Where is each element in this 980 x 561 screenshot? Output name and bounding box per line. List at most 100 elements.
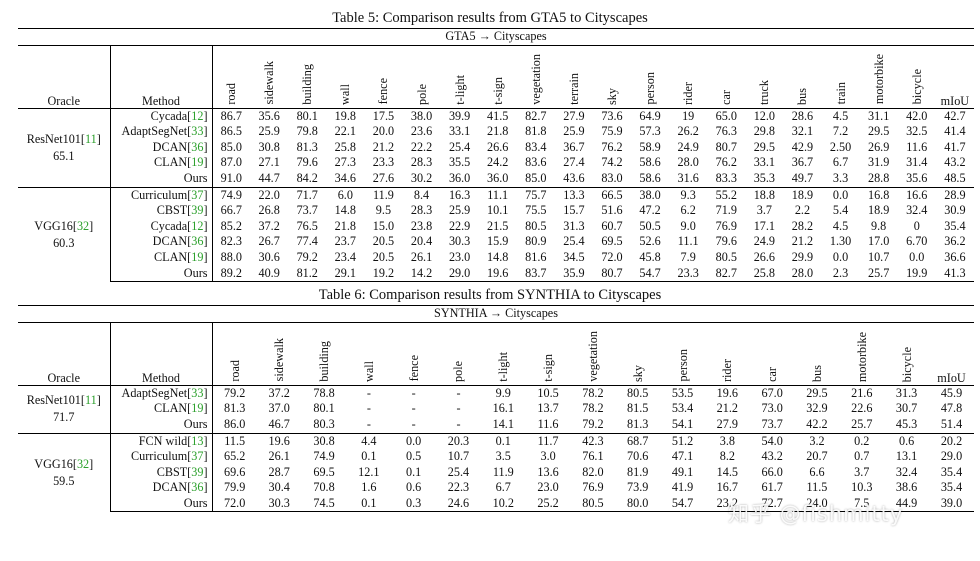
score-cell: 30.8 xyxy=(301,432,347,450)
method-header: Method xyxy=(110,322,213,386)
column-header: bus xyxy=(783,45,822,109)
score-cell: 87.0 xyxy=(220,155,242,170)
column-header-label: train xyxy=(833,82,848,105)
table6-caption: Table 6: Comparison results from SYNTHIA… xyxy=(318,287,662,304)
score-cell: 4.5 xyxy=(832,218,849,233)
score-cell: 81.6 xyxy=(525,249,547,264)
method-cell: Cycada[12] xyxy=(110,107,213,125)
score-cell: 6.7 xyxy=(832,155,849,170)
score-cell: 5.4 xyxy=(832,203,849,218)
score-cell: 37.2 xyxy=(258,218,280,233)
method-bracket: ] xyxy=(203,139,208,154)
column-header-label: pole xyxy=(414,83,429,105)
method-bracket: ] xyxy=(203,108,208,123)
score-cell: 11.6 xyxy=(906,139,928,154)
score-cell: 73.7 xyxy=(296,203,318,218)
column-header-label: fence xyxy=(376,78,391,105)
method-cell: Ours xyxy=(110,416,213,433)
score-cell: 11.1 xyxy=(677,234,699,249)
score-cell: 10.3 xyxy=(851,480,873,495)
column-header: t-sign xyxy=(478,45,517,109)
score-cell: 80.5 xyxy=(525,218,547,233)
score-cell: 28.7 xyxy=(268,464,290,479)
table-row: Ours 91.0 44.7 84.2 34.6 27.6 30.2 36.0 36.0 85.0… xyxy=(18,170,974,188)
oracle-model: ResNet101[ xyxy=(26,131,85,146)
score-cell: 11.5 xyxy=(212,432,257,450)
column-header-label: t-light xyxy=(452,74,467,105)
score-cell: - xyxy=(366,401,371,416)
score-cell: 41.9 xyxy=(671,480,694,495)
score-cell: 83.7 xyxy=(516,265,555,283)
score-cell: 41.4 xyxy=(944,124,966,139)
score-cell: 3.7 xyxy=(854,464,870,479)
score-cell: 27.4 xyxy=(563,155,585,170)
score-cell: 80.1 xyxy=(288,107,327,125)
score-cell: 89.2 xyxy=(212,265,251,283)
score-cell: 42.7 xyxy=(935,107,974,125)
method-cell: AdaptSegNet[33] xyxy=(110,124,213,140)
method-bracket: ] xyxy=(203,234,208,249)
column-header: train xyxy=(821,45,860,109)
column-header: fence xyxy=(364,45,403,109)
score-cell: 66.5 xyxy=(592,186,632,204)
score-cell: 79.2 xyxy=(582,416,604,431)
score-cell: 29.0 xyxy=(440,265,479,283)
method-name: AdaptSegNet[ xyxy=(121,385,192,400)
score-cell: 80.9 xyxy=(525,234,547,249)
oracle-model: VGG16[ xyxy=(34,456,77,471)
score-cell: 0.2 xyxy=(839,432,885,450)
column-header-label: t-sign xyxy=(541,353,556,382)
score-cell: 78.2 xyxy=(570,384,616,402)
oracle-value: 65.1 xyxy=(53,148,75,163)
score-cell: 39.0 xyxy=(929,495,974,513)
score-cell: 9.8 xyxy=(871,218,887,233)
score-cell: 58.6 xyxy=(639,155,661,170)
score-cell: 52.6 xyxy=(639,234,661,249)
column-header-label: bicycle xyxy=(899,346,914,382)
table-row: Ours 89.2 40.9 81.2 29.1 19.2 14.2 29.0 19.6 83.7… xyxy=(18,265,974,283)
score-cell: 38.0 xyxy=(631,186,670,204)
oracle-citation: 11 xyxy=(84,393,97,408)
score-cell: 1.6 xyxy=(361,480,377,495)
setting-row: SYNTHIA → Cityscapes xyxy=(18,305,974,323)
score-cell: 30.8 xyxy=(258,139,280,154)
method-cell: AdaptSegNet[33] xyxy=(110,384,213,402)
method-citation: 33 xyxy=(191,124,204,139)
column-header-label: vegetation xyxy=(585,330,600,382)
table-row: Ours 72.0 30.3 74.5 0.1 0.3 24.6 10.2 25.2 80.5 80… xyxy=(18,495,974,513)
score-cell: 14.1 xyxy=(492,416,514,431)
setting-title: SYNTHIA → Cityscapes xyxy=(18,305,974,323)
score-cell: 27.6 xyxy=(372,170,395,185)
score-cell: 0.1 xyxy=(480,432,526,450)
setting-title: GTA5 → Cityscapes xyxy=(18,28,974,46)
score-cell: 80.7 xyxy=(592,265,632,283)
score-cell: 25.7 xyxy=(859,265,898,283)
score-cell: 82.0 xyxy=(582,464,604,479)
score-cell: 51.4 xyxy=(940,416,963,431)
score-cell: 81.5 xyxy=(627,401,649,416)
column-header: t-light xyxy=(480,322,526,386)
oracle-bracket: ] xyxy=(96,393,101,408)
score-cell: - xyxy=(411,416,416,431)
column-header-label: vegetation xyxy=(528,53,543,105)
method-name: CLAN[ xyxy=(154,155,192,170)
score-cell: 25.4 xyxy=(563,234,585,249)
table-row: Cycada[12] 85.2 37.2 76.5 21.8 15.0 23.8 22.9 21… xyxy=(18,218,974,235)
method-cell: Curriculum[37] xyxy=(110,449,213,465)
score-cell: - xyxy=(366,416,371,431)
score-cell: 29.0 xyxy=(940,449,963,464)
method-citation: 12 xyxy=(191,108,204,123)
table-row: Ours 86.0 46.7 80.3 - - - 14.1 11.6 79.2 81.3 54.1 2… xyxy=(18,416,974,433)
score-cell: 9.0 xyxy=(680,218,696,233)
score-cell: 11.6 xyxy=(537,416,559,431)
score-cell: 23.7 xyxy=(334,234,356,249)
score-cell: 3.2 xyxy=(794,432,840,450)
column-header: sidewalk xyxy=(250,45,289,109)
method-header: Method xyxy=(110,45,213,109)
score-cell: 10.2 xyxy=(480,495,526,513)
score-cell: 51.2 xyxy=(660,432,705,450)
column-header: pole xyxy=(436,322,481,386)
score-cell: 26.9 xyxy=(867,139,890,154)
column-header: road xyxy=(212,45,251,109)
score-cell: 15.0 xyxy=(372,218,395,233)
